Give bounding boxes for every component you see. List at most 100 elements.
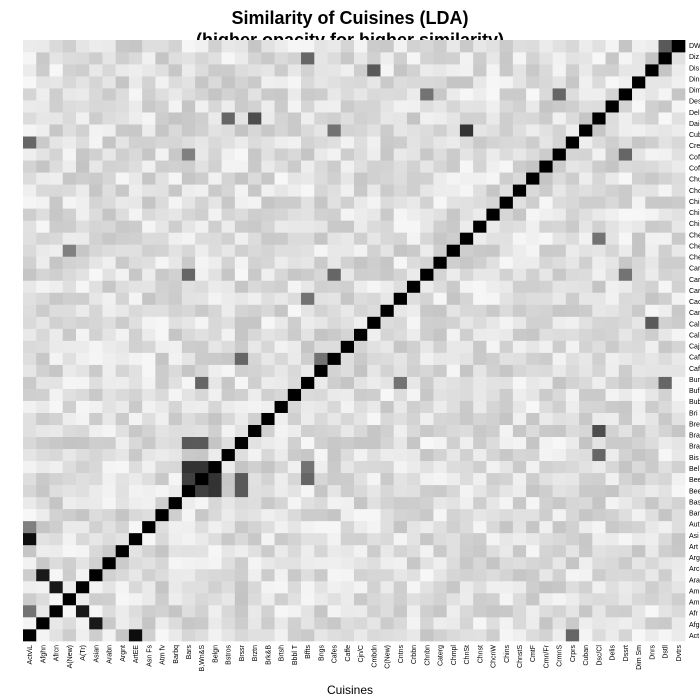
heatmap-cell (446, 64, 461, 77)
heatmap-cell (367, 256, 381, 269)
heatmap-cell (671, 208, 686, 221)
heatmap-cell (658, 436, 673, 450)
heatmap-cell (115, 256, 130, 269)
heatmap-cell (367, 484, 381, 498)
heatmap-cell (340, 412, 355, 425)
heatmap-cell (658, 40, 673, 53)
heatmap-cell (89, 136, 103, 149)
heatmap-cell (274, 520, 289, 534)
heatmap-cell (433, 364, 448, 377)
heatmap-cell (512, 448, 527, 462)
heatmap-cell (354, 448, 368, 462)
heatmap-cell (75, 556, 90, 570)
heatmap-cell (208, 112, 222, 125)
heatmap-cell (393, 616, 408, 630)
heatmap-cell (181, 196, 196, 209)
heatmap-cell (234, 448, 249, 462)
heatmap-cell (512, 184, 527, 197)
heatmap-cell (354, 100, 368, 113)
heatmap-cell (367, 508, 381, 522)
heatmap-cell (155, 136, 169, 149)
heatmap-cell (314, 268, 328, 281)
y-tick-label: Afg (689, 622, 700, 629)
heatmap-cell (459, 88, 474, 101)
heatmap-cell (539, 112, 553, 125)
heatmap-cell (671, 580, 686, 594)
heatmap-cell (645, 400, 659, 413)
x-tick-label: ChnSt (464, 645, 471, 665)
heatmap-cell (354, 268, 368, 281)
heatmap-cell (89, 364, 103, 377)
heatmap-cell (301, 460, 315, 474)
x-tick-label: Bstros (226, 645, 233, 665)
heatmap-cell (75, 508, 90, 522)
heatmap-cell (393, 448, 408, 462)
heatmap-cell (539, 136, 553, 149)
heatmap-cell (486, 628, 500, 642)
heatmap-cell (287, 304, 302, 317)
heatmap-cell (433, 316, 448, 329)
heatmap-cell (354, 244, 368, 257)
heatmap-cell (579, 64, 593, 77)
heatmap-cell (618, 508, 633, 522)
heatmap-cell (23, 244, 37, 257)
heatmap-cell (340, 148, 355, 161)
heatmap-cell (658, 340, 673, 353)
heatmap-cell (314, 340, 328, 353)
heatmap-cell (301, 256, 315, 269)
heatmap-cell (36, 292, 50, 305)
heatmap-cell (526, 292, 540, 305)
heatmap-cell (446, 124, 461, 137)
heatmap-cell (23, 568, 37, 582)
heatmap-cell (446, 496, 461, 510)
heatmap-cell (632, 184, 646, 197)
y-tick-label: Bas (689, 499, 700, 506)
heatmap-cell (142, 520, 156, 534)
heatmap-cell (142, 196, 156, 209)
heatmap-cell (393, 412, 408, 425)
heatmap-cell (208, 304, 222, 317)
heatmap-cell (632, 592, 646, 606)
heatmap-cell (459, 532, 474, 546)
heatmap-cell (539, 352, 553, 365)
heatmap-cell (208, 520, 222, 534)
heatmap-cell (195, 244, 209, 257)
heatmap-cell (274, 568, 289, 582)
heatmap-cell (380, 196, 395, 209)
heatmap-cell (433, 244, 448, 257)
y-tick-label: Aut (689, 522, 700, 529)
heatmap-cell (89, 592, 103, 606)
y-tick-label: Des (689, 99, 700, 106)
heatmap-cell (579, 40, 593, 53)
heatmap-cell (261, 376, 275, 389)
heatmap-cell (354, 256, 368, 269)
heatmap-cell (552, 628, 567, 642)
heatmap-cell (367, 160, 381, 173)
heatmap-cell (354, 352, 368, 365)
heatmap-cell (208, 244, 222, 257)
heatmap-cell (539, 64, 553, 77)
heatmap-cell (181, 412, 196, 425)
heatmap-cell (605, 232, 620, 245)
heatmap-cell (221, 400, 236, 413)
heatmap-cell (486, 496, 500, 510)
heatmap-cell (23, 52, 37, 65)
heatmap-cell (632, 124, 646, 137)
heatmap-cell (221, 124, 236, 137)
heatmap-cell (62, 292, 77, 305)
heatmap-cell (115, 364, 130, 377)
heatmap-cell (579, 412, 593, 425)
heatmap-cell (340, 100, 355, 113)
heatmap-cell (354, 124, 368, 137)
heatmap-cell (115, 124, 130, 137)
heatmap-cell (658, 616, 673, 630)
heatmap-cell (301, 544, 315, 558)
heatmap-cell (565, 376, 580, 389)
heatmap-cell (645, 52, 659, 65)
heatmap-cell (115, 208, 130, 221)
heatmap-cell (301, 232, 315, 245)
heatmap-cell (446, 160, 461, 173)
heatmap-cell (234, 232, 249, 245)
heatmap-cell (301, 196, 315, 209)
heatmap-cell (62, 556, 77, 570)
